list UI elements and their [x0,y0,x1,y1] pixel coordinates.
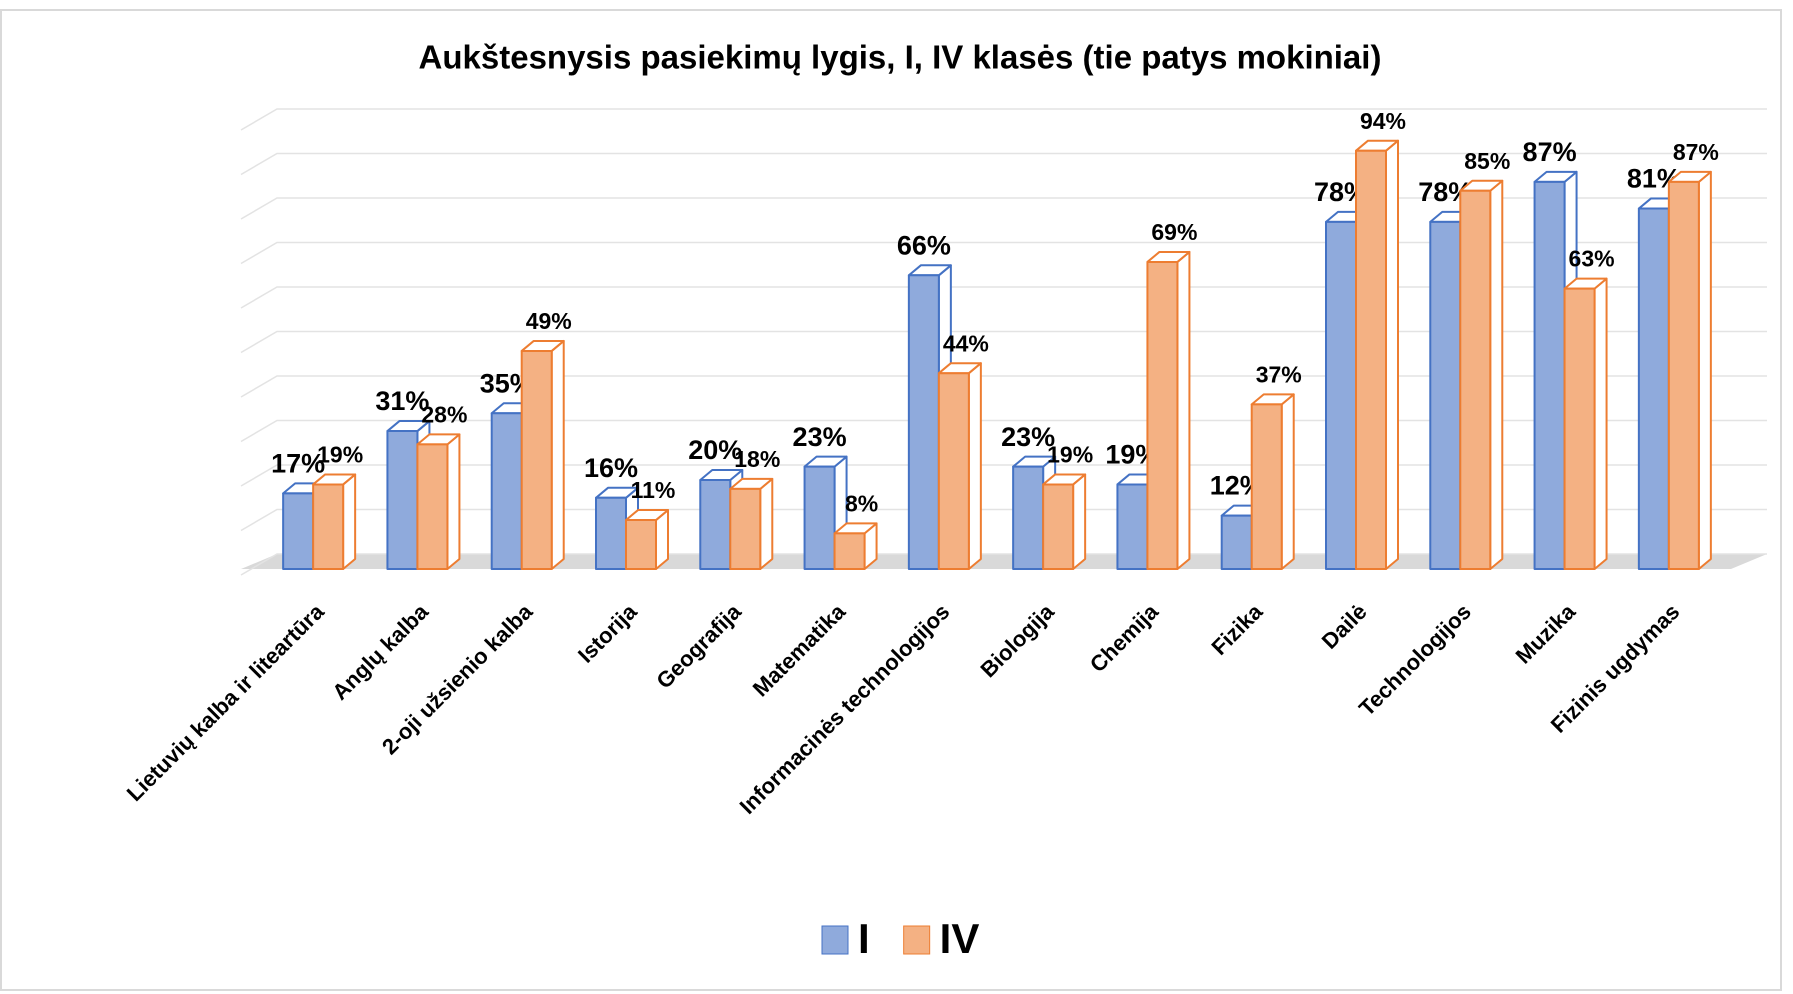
bar-side [1697,170,1712,570]
bar-side [1072,473,1087,570]
bar-side [759,477,774,570]
bar-front [1220,514,1253,570]
data-label: 94% [1360,108,1406,134]
data-label: 23% [793,422,847,452]
bar [937,362,982,571]
bar [729,477,774,570]
data-label: 37% [1256,361,1302,387]
data-label: 87% [1523,137,1577,167]
bar-front [416,443,449,570]
legend-label: IV [940,915,980,962]
data-label: 69% [1151,219,1197,245]
bar [1563,277,1608,570]
bar [1667,170,1712,570]
bar-front [1533,180,1566,570]
bar-side [446,433,461,570]
bar-front [1325,220,1357,570]
data-label: 19% [317,442,363,468]
data-label: 49% [526,308,572,334]
bar-front [520,349,553,571]
bar [1250,393,1295,570]
data-label: 63% [1569,246,1615,272]
data-label: 23% [1001,422,1055,452]
bar [1146,250,1191,570]
grid-line [240,375,1767,398]
bar-front [1250,403,1283,570]
data-label: 8% [845,490,878,516]
data-label: 31% [375,386,429,416]
bar [520,339,565,571]
bar [1459,179,1504,570]
bar-front [1116,483,1149,571]
chart-frame [0,9,1782,991]
data-label: 20% [688,435,742,465]
data-label: 16% [584,453,638,483]
legend-swatch [821,925,849,955]
bar-front [595,496,627,570]
data-label: 28% [421,401,467,427]
grid-line [240,330,1767,354]
bar-front [1042,483,1075,571]
bar-front [833,532,866,571]
grid-line [240,152,1767,176]
bar-front [1429,220,1462,570]
data-label: 17% [271,448,325,478]
bar [833,522,878,571]
bar-side [342,473,357,570]
legend-swatch [903,925,931,955]
legend-label: I [858,915,870,962]
bar-front [625,519,657,570]
bar-front [907,274,940,570]
grid-line [240,197,1767,220]
bar-front [937,372,970,571]
bar [625,509,669,570]
bar-front [1012,465,1045,570]
bar-side [967,362,982,570]
bar-front [490,412,523,570]
data-label: 18% [734,446,780,472]
bar-side [1489,179,1504,570]
bar-front [803,465,836,570]
data-label: 19% [1047,442,1093,468]
bar [312,473,357,571]
bar-front [1355,149,1387,570]
bar-side [550,339,565,570]
bar-front [386,430,419,570]
data-label: 66% [897,230,951,260]
bar-side [1176,250,1191,570]
bar-front [1459,189,1492,570]
bar [1355,139,1399,570]
bar-front [1667,180,1700,570]
bar-front [1637,207,1670,571]
bar-side [1593,277,1608,570]
bar-side [1385,139,1399,570]
bar-front [699,479,732,570]
data-label: 44% [943,330,989,356]
bar-front [282,492,315,571]
bar-front [312,483,345,571]
bar-front [729,487,762,570]
data-label: 11% [631,477,676,503]
bar [1042,473,1087,571]
bar-front [1146,260,1179,570]
grid-line [240,241,1767,265]
data-label: 85% [1464,148,1510,174]
bar-side [1280,393,1295,570]
chart-title: Aukštesnysis pasiekimų lygis, I, IV klas… [419,39,1382,76]
grid-line [240,286,1767,309]
grid-line [240,108,1767,131]
data-label: 87% [1673,139,1719,165]
bar-front [1563,287,1596,570]
bar [416,433,461,570]
